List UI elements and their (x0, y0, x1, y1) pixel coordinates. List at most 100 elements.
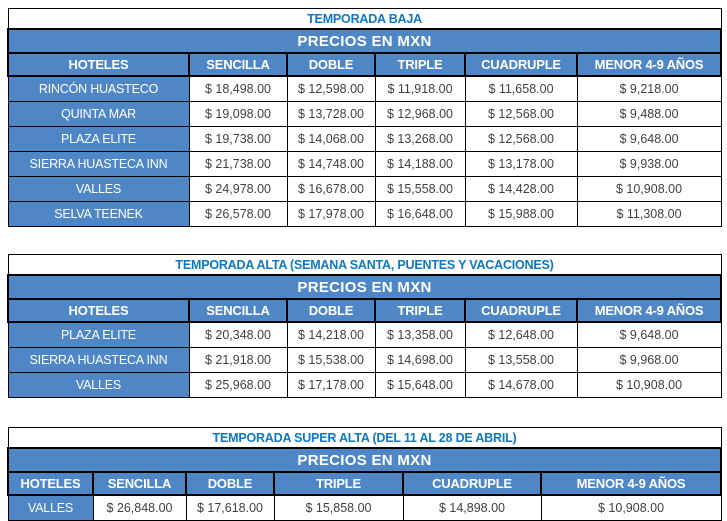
price-cell: $ 9,968.00 (576, 347, 722, 373)
price-cell: $ 17,178.00 (286, 372, 376, 398)
hotel-name-cell: VALLES (7, 494, 94, 521)
price-cell: $ 15,988.00 (464, 201, 578, 227)
table-row: PLAZA ELITE $ 20,348.00 $ 14,218.00 $ 13,35… (7, 321, 722, 348)
prices-banner: PRECIOS EN MXN (6, 447, 723, 473)
table-title-row: TEMPORADA ALTA (SEMANA SANTA, PUENTES Y … (7, 254, 722, 276)
table-row: SIERRA HUASTECA INN $ 21,738.00 $ 14,748.0… (7, 151, 722, 177)
price-cell: $ 12,568.00 (464, 101, 578, 127)
price-cell: $ 16,678.00 (286, 176, 376, 202)
price-cell: $ 10,908.00 (576, 176, 722, 202)
column-header-menor-4-9-a-os: MENOR 4-9 AÑOS (575, 298, 723, 323)
table-row: PLAZA ELITE $ 19,738.00 $ 14,068.00 $ 13,26… (7, 126, 722, 152)
price-cell: $ 14,068.00 (286, 126, 376, 152)
column-header-cuadruple: CUADRUPLE (464, 298, 578, 323)
hotel-name-cell: SELVA TEENEK (7, 201, 190, 227)
hotel-name-cell: QUINTA MAR (7, 101, 190, 127)
price-cell: $ 21,738.00 (188, 151, 288, 177)
table-title: TEMPORADA BAJA (7, 8, 722, 30)
table-title: TEMPORADA SUPER ALTA (DEL 11 AL 28 DE AB… (7, 427, 722, 449)
hotel-name-cell: PLAZA ELITE (7, 126, 190, 152)
column-header-row: HOTELES SENCILLA DOBLE TRIPLE CUADRUPLE MENOR… (7, 52, 723, 77)
hotel-name-cell: SIERRA HUASTECA INN (7, 151, 190, 177)
price-cell: $ 13,728.00 (286, 101, 376, 127)
price-cell: $ 11,918.00 (374, 75, 466, 102)
table-row: QUINTA MAR $ 19,098.00 $ 13,728.00 $ 12,968… (7, 101, 722, 127)
column-header-sencilla: SENCILLA (188, 298, 288, 323)
price-cell: $ 26,848.00 (92, 494, 187, 521)
temporada-alta-table: TEMPORADA ALTA (SEMANA SANTA, PUENTES Y … (6, 254, 723, 398)
price-cell: $ 13,358.00 (374, 321, 466, 348)
price-cell: $ 13,268.00 (374, 126, 466, 152)
price-cell: $ 15,648.00 (374, 372, 466, 398)
column-header-menor-4-9-a-os: MENOR 4-9 AÑOS (539, 471, 723, 496)
price-cell: $ 10,908.00 (576, 372, 722, 398)
price-cell: $ 14,188.00 (374, 151, 466, 177)
column-header-triple: TRIPLE (374, 52, 466, 77)
column-header-hoteles: HOTELES (7, 52, 190, 77)
column-header-hoteles: HOTELES (7, 471, 94, 496)
column-header-cuadruple: CUADRUPLE (402, 471, 542, 496)
price-cell: $ 14,898.00 (402, 494, 542, 521)
price-cell: $ 9,648.00 (576, 126, 722, 152)
table-row: VALLES $ 24,978.00 $ 16,678.00 $ 15,558.00 $… (7, 176, 722, 202)
price-cell: $ 16,648.00 (374, 201, 466, 227)
column-header-triple: TRIPLE (374, 298, 466, 323)
hotel-name-cell: SIERRA HUASTECA INN (7, 347, 190, 373)
temporada-super-alta-table: TEMPORADA SUPER ALTA (DEL 11 AL 28 DE AB… (6, 427, 723, 521)
price-cell: $ 11,308.00 (576, 201, 722, 227)
price-cell: $ 25,968.00 (188, 372, 288, 398)
table-banner-row: PRECIOS EN MXN (6, 447, 723, 473)
column-header-row: HOTELES SENCILLA DOBLE TRIPLE CUADRUPLE MENOR… (7, 298, 723, 323)
temporada-baja-table: TEMPORADA BAJA PRECIOS EN MXN HOTELES SEN… (6, 8, 723, 227)
price-cell: $ 15,558.00 (374, 176, 466, 202)
price-cell: $ 14,678.00 (464, 372, 578, 398)
price-cell: $ 15,858.00 (273, 494, 404, 521)
table-row: VALLES $ 25,968.00 $ 17,178.00 $ 15,648.00 $… (7, 372, 722, 398)
price-cell: $ 9,218.00 (576, 75, 722, 102)
price-cell: $ 14,218.00 (286, 321, 376, 348)
table-row: SELVA TEENEK $ 26,578.00 $ 17,978.00 $ 16,6… (7, 201, 722, 227)
column-header-menor-4-9-a-os: MENOR 4-9 AÑOS (575, 52, 723, 77)
price-cell: $ 14,748.00 (286, 151, 376, 177)
price-cell: $ 11,658.00 (464, 75, 578, 102)
table-title-row: TEMPORADA SUPER ALTA (DEL 11 AL 28 DE AB… (7, 427, 722, 449)
price-cell: $ 12,568.00 (464, 126, 578, 152)
prices-banner: PRECIOS EN MXN (6, 28, 723, 54)
price-cell: $ 19,098.00 (188, 101, 288, 127)
price-cell: $ 9,648.00 (576, 321, 722, 348)
prices-banner: PRECIOS EN MXN (6, 274, 723, 300)
column-header-hoteles: HOTELES (7, 298, 190, 323)
price-cell: $ 12,598.00 (286, 75, 376, 102)
price-cell: $ 14,428.00 (464, 176, 578, 202)
column-header-doble: DOBLE (185, 471, 275, 496)
price-cell: $ 13,178.00 (464, 151, 578, 177)
price-cell: $ 17,618.00 (185, 494, 275, 521)
price-cell: $ 19,738.00 (188, 126, 288, 152)
hotel-name-cell: RINCÓN HUASTECO (7, 75, 190, 102)
column-header-sencilla: SENCILLA (188, 52, 288, 77)
price-cell: $ 18,498.00 (188, 75, 288, 102)
table-title-row: TEMPORADA BAJA (7, 8, 722, 30)
table-row: RINCÓN HUASTECO $ 18,498.00 $ 12,598.00 $ 1… (7, 75, 722, 102)
column-header-doble: DOBLE (286, 52, 376, 77)
price-cell: $ 17,978.00 (286, 201, 376, 227)
price-cell: $ 24,978.00 (188, 176, 288, 202)
hotel-name-cell: VALLES (7, 176, 190, 202)
price-cell: $ 10,908.00 (540, 494, 722, 521)
hotel-name-cell: VALLES (7, 372, 190, 398)
hotel-name-cell: PLAZA ELITE (7, 321, 190, 348)
column-header-cuadruple: CUADRUPLE (464, 52, 578, 77)
price-cell: $ 21,918.00 (188, 347, 288, 373)
price-cell: $ 12,968.00 (374, 101, 466, 127)
price-cell: $ 12,648.00 (464, 321, 578, 348)
price-cell: $ 13,558.00 (464, 347, 578, 373)
column-header-doble: DOBLE (286, 298, 376, 323)
price-cell: $ 15,538.00 (286, 347, 376, 373)
price-cell: $ 20,348.00 (188, 321, 288, 348)
table-banner-row: PRECIOS EN MXN (6, 274, 723, 300)
price-cell: $ 14,698.00 (374, 347, 466, 373)
price-cell: $ 26,578.00 (188, 201, 288, 227)
column-header-triple: TRIPLE (273, 471, 404, 496)
price-cell: $ 9,938.00 (576, 151, 722, 177)
